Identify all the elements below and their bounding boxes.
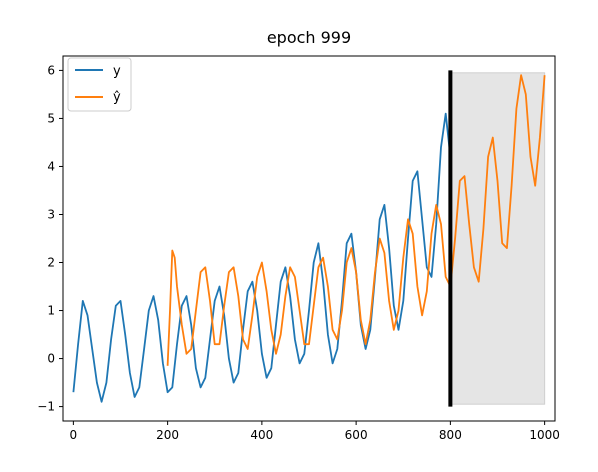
- y-tick-label: 3: [47, 207, 55, 221]
- y-tick-label: 5: [47, 111, 55, 125]
- series-line-yhat: [166, 74, 546, 366]
- chart-title: epoch 999: [267, 28, 351, 47]
- axes-frame: [62, 55, 556, 422]
- legend: y ŷ: [67, 57, 132, 112]
- legend-box: [67, 57, 132, 112]
- y-tick-label: 2: [47, 256, 55, 270]
- y-tick-label: 4: [47, 159, 55, 173]
- y-tick-label: 0: [47, 352, 55, 366]
- x-tick-label: 1000: [529, 428, 560, 442]
- axis-ticks: 0 200 400 600 800 1000 −1 0 1 2 3 4 5 6: [37, 63, 560, 442]
- forecast-region: [449, 72, 546, 405]
- x-tick-label: 400: [250, 428, 273, 442]
- x-tick-label: 800: [439, 428, 462, 442]
- series-line-y: [72, 112, 452, 403]
- y-tick-label: 1: [47, 304, 55, 318]
- y-tick-label: −1: [37, 400, 55, 414]
- legend-label-yhat: ŷ: [113, 90, 121, 105]
- legend-label-y: y: [113, 64, 121, 79]
- x-tick-label: 600: [345, 428, 368, 442]
- y-tick-label: 6: [47, 63, 55, 77]
- plot-area: [72, 70, 546, 407]
- x-tick-label: 0: [70, 428, 78, 442]
- x-tick-label: 200: [156, 428, 179, 442]
